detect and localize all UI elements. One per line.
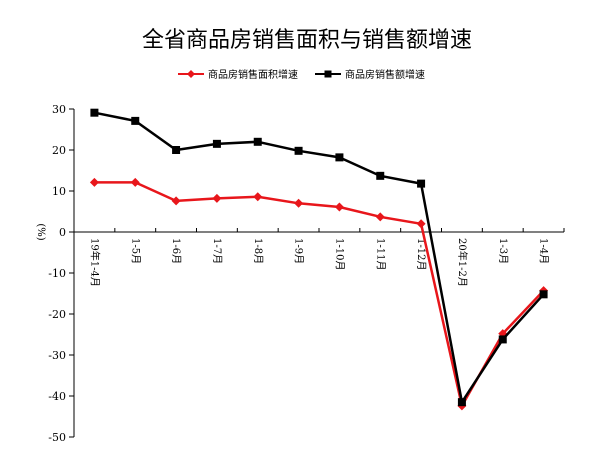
x-tick-label: 1-6月 <box>170 238 182 264</box>
data-point <box>498 335 507 344</box>
legend-label: 商品房销售额增速 <box>345 68 425 81</box>
y-tick-label: -30 <box>48 349 66 362</box>
data-point <box>212 139 221 148</box>
data-point <box>253 137 262 146</box>
data-point <box>417 179 426 188</box>
data-point <box>89 177 99 187</box>
data-point <box>457 398 466 407</box>
data-point <box>294 198 304 208</box>
x-tick-label: 1-9月 <box>293 238 305 264</box>
data-point <box>253 192 263 202</box>
chart-title: 全省商品房销售面积与销售额增速 <box>142 28 472 53</box>
y-tick-label: 20 <box>52 144 66 157</box>
y-tick-label: -10 <box>48 267 66 280</box>
x-tick-label: 20年1-2月 <box>456 238 469 287</box>
data-point <box>375 212 385 222</box>
legend-marker <box>324 70 332 78</box>
y-tick-label: 0 <box>59 226 66 239</box>
legend-item: 商品房销售额增速 <box>315 68 425 81</box>
x-tick-label: 1-3月 <box>497 238 509 264</box>
x-tick-label: 1-4月 <box>538 238 550 264</box>
data-point <box>376 171 385 180</box>
x-tick-label: 1-11月 <box>374 238 386 270</box>
legend-marker <box>187 70 195 78</box>
series-line <box>94 181 545 408</box>
x-tick-label: 1-5月 <box>129 238 141 264</box>
y-tick-label: -40 <box>48 390 66 403</box>
x-tick-label: 1-7月 <box>211 238 223 264</box>
x-tick-label: 1-8月 <box>252 238 264 264</box>
data-point <box>171 196 181 206</box>
data-point <box>416 219 426 229</box>
x-tick-label: 1-12月 <box>415 238 427 270</box>
data-point <box>131 116 140 125</box>
data-point <box>130 177 140 187</box>
data-point <box>335 153 344 162</box>
series-layer <box>89 108 549 411</box>
data-point <box>334 202 344 212</box>
y-axis-label: (%) <box>35 223 46 240</box>
x-tick-label: 1-10月 <box>333 238 345 270</box>
y-tick-label: -50 <box>48 431 66 444</box>
data-point <box>294 146 303 155</box>
data-point <box>172 146 181 154</box>
x-tick-label: 19年1-4月 <box>88 238 101 287</box>
axes: 30 20 10 0 -10 -20 -30 -40 -50 19年1-4月 1-5月 1-6月 1-7… <box>48 103 565 444</box>
y-tick-label: -20 <box>48 308 66 321</box>
legend: 商品房销售面积增速 商品房销售额增速 <box>178 68 425 81</box>
y-tick-label: 30 <box>52 103 66 116</box>
y-tick-label: 10 <box>52 185 66 198</box>
series-line <box>94 111 545 404</box>
data-point <box>539 290 548 299</box>
legend-label: 商品房销售面积增速 <box>208 68 298 81</box>
series-2 <box>90 108 548 407</box>
data-point <box>212 193 222 203</box>
data-point <box>90 108 99 117</box>
legend-item: 商品房销售面积增速 <box>178 68 298 81</box>
